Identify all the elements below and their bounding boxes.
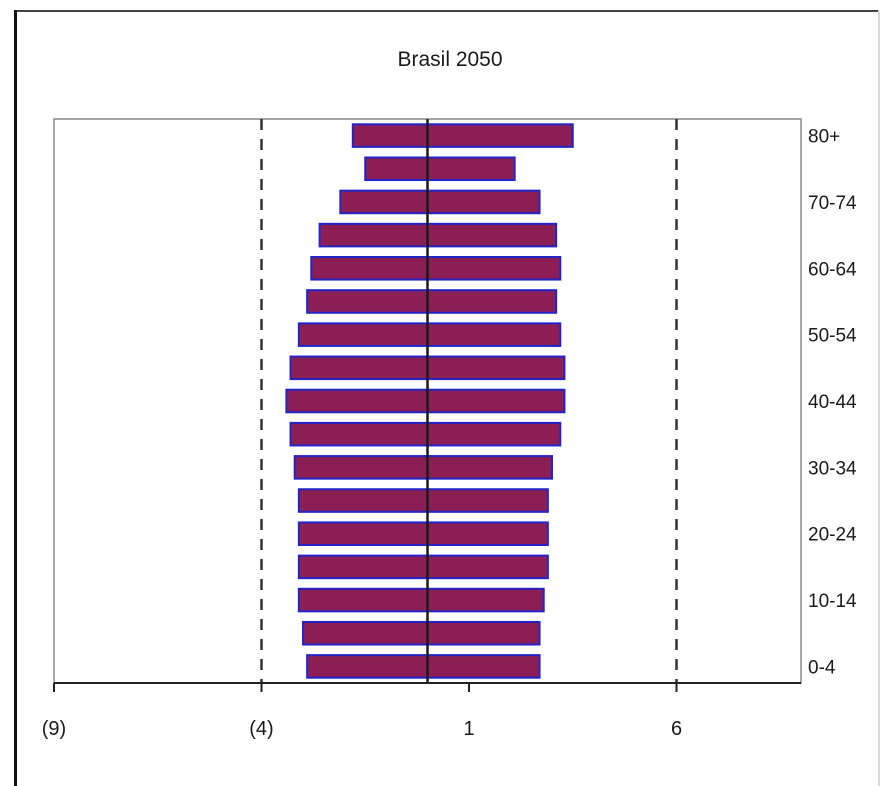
age-group-label: 40-44 (808, 392, 857, 413)
grid-lines (260, 119, 678, 683)
bar-left-30-34 (293, 455, 429, 480)
bar-left-60-64 (310, 256, 429, 281)
bar-right-5-9 (426, 620, 541, 646)
x-axis: (9) (4) 1 6 (42, 682, 801, 740)
bar-right-65-69 (426, 222, 558, 248)
x-tick-label: 6 (671, 718, 682, 740)
age-group-label: 20-24 (808, 525, 857, 546)
age-group-label: 50-54 (808, 326, 857, 347)
bar-left-55-59 (306, 289, 429, 314)
x-tick-label: 1 (463, 718, 474, 740)
bar-left-40-44 (285, 388, 429, 414)
bar-left-15-19 (297, 554, 429, 580)
bar-left-75-79 (364, 156, 429, 182)
x-tick-label: (9) (42, 718, 66, 740)
bar-right-10-14 (426, 587, 545, 613)
bar-right-45-49 (426, 355, 566, 381)
bar-left-35-39 (289, 421, 429, 447)
bar-left-10-14 (297, 587, 429, 613)
bar-left-70-74 (339, 189, 429, 215)
bar-left-25-29 (297, 488, 429, 513)
bar-right-40-44 (426, 388, 566, 414)
x-tick-label: (4) (249, 718, 273, 740)
bar-right-50-54 (426, 322, 562, 347)
age-group-labels: 0-4 10-14 20-24 30-34 40-44 50-54 60-64 70-74 80… (808, 127, 857, 679)
bar-right-60-64 (426, 256, 562, 281)
bar-right-25-29 (426, 488, 549, 513)
age-group-label: 70-74 (808, 193, 857, 214)
age-group-label: 80+ (808, 127, 840, 148)
bar-right-0-4 (426, 654, 541, 679)
bar-left-50-54 (297, 322, 429, 347)
age-group-label: 10-14 (808, 591, 857, 612)
bar-left-20-24 (297, 521, 429, 546)
bar-right-15-19 (426, 554, 549, 580)
bar-left-0-4 (306, 654, 429, 679)
bar-right-20-24 (426, 521, 549, 546)
bar-left-80+ (351, 123, 429, 148)
chart-title: Brasil 2050 (397, 48, 502, 71)
bars (285, 119, 574, 683)
bar-right-35-39 (426, 421, 562, 447)
bar-right-75-79 (426, 156, 516, 182)
bar-right-70-74 (426, 189, 541, 215)
frame-border-top (14, 10, 880, 12)
bar-right-55-59 (426, 289, 558, 314)
bar-right-80+ (426, 123, 574, 148)
age-group-label: 60-64 (808, 259, 857, 280)
age-group-label: 30-34 (808, 458, 857, 479)
frame-border-right (878, 10, 880, 786)
bar-left-45-49 (289, 355, 429, 381)
frame-border-left (14, 10, 17, 786)
age-group-label: 0-4 (808, 657, 836, 678)
bar-right-30-34 (426, 455, 553, 480)
bar-left-65-69 (318, 222, 429, 248)
bar-left-5-9 (302, 620, 429, 646)
